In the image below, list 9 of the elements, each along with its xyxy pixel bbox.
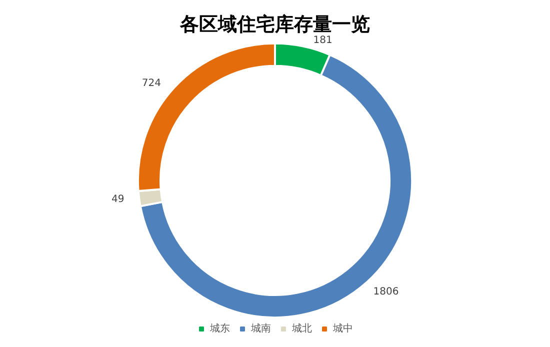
chart-title: 各区域住宅库存量一览 [179, 14, 370, 36]
data-label: 49 [111, 194, 124, 205]
legend-label: 城中 [332, 322, 353, 334]
data-label: 1806 [373, 286, 399, 298]
legend-label: 城东 [209, 322, 230, 334]
data-label: 724 [142, 78, 161, 89]
data-label: 181 [313, 34, 332, 46]
legend-label: 城南 [250, 322, 271, 334]
legend-label: 城北 [291, 322, 312, 334]
